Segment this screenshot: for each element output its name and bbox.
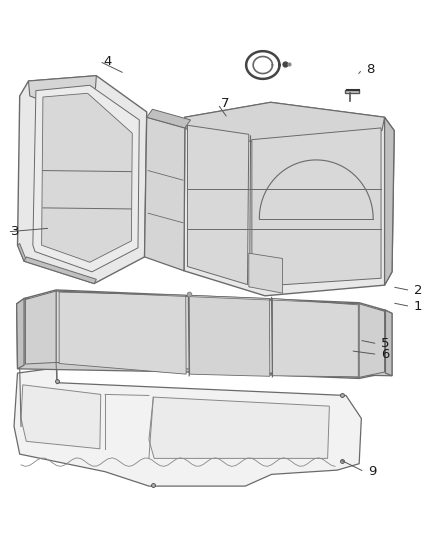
Polygon shape — [24, 257, 96, 284]
Polygon shape — [18, 244, 26, 261]
Text: 4: 4 — [103, 55, 111, 68]
Polygon shape — [272, 298, 358, 377]
Polygon shape — [147, 109, 191, 128]
Polygon shape — [187, 125, 249, 285]
Text: 6: 6 — [381, 348, 389, 361]
Polygon shape — [189, 295, 270, 376]
Polygon shape — [21, 385, 101, 449]
Polygon shape — [252, 128, 381, 287]
Polygon shape — [359, 304, 385, 377]
Polygon shape — [25, 291, 56, 364]
Polygon shape — [56, 291, 359, 377]
Text: 2: 2 — [414, 284, 422, 297]
Polygon shape — [385, 310, 392, 376]
Polygon shape — [59, 292, 186, 374]
Polygon shape — [345, 90, 359, 93]
Polygon shape — [28, 76, 96, 110]
Polygon shape — [24, 290, 385, 378]
Polygon shape — [42, 93, 132, 262]
Text: 1: 1 — [414, 300, 422, 313]
Polygon shape — [17, 298, 24, 369]
Text: 3: 3 — [11, 225, 19, 238]
Polygon shape — [149, 397, 329, 458]
Polygon shape — [14, 368, 361, 486]
Text: 5: 5 — [381, 337, 389, 350]
Text: 9: 9 — [368, 465, 376, 478]
Polygon shape — [249, 253, 283, 293]
Text: 8: 8 — [366, 63, 374, 76]
Polygon shape — [33, 85, 139, 272]
Polygon shape — [385, 117, 394, 285]
Polygon shape — [18, 76, 147, 284]
Polygon shape — [185, 102, 385, 145]
Polygon shape — [145, 117, 185, 271]
Polygon shape — [184, 102, 394, 296]
Polygon shape — [17, 298, 392, 376]
Text: 7: 7 — [221, 98, 230, 110]
